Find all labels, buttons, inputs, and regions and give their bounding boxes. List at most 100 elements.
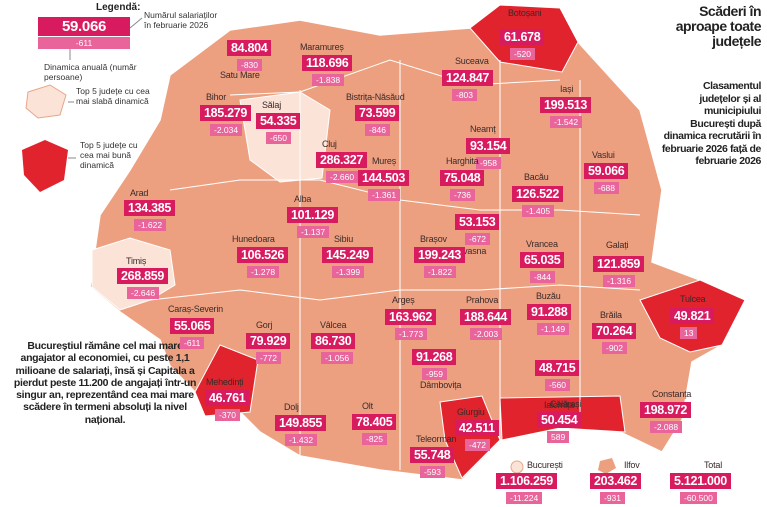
annual-change: -1.137: [297, 226, 330, 238]
annual-change: -1.149: [537, 323, 570, 335]
employee-count: 70.264: [592, 323, 637, 339]
county-name: Giurgiu: [457, 407, 485, 417]
employee-count: 163.962: [385, 309, 437, 325]
annual-change: -825: [362, 433, 388, 445]
annual-change: -60.500: [680, 492, 717, 504]
annual-change: -958: [476, 157, 502, 169]
employee-count: 61.678: [500, 29, 545, 45]
county-name: Mehedinți: [206, 377, 244, 387]
annual-change: -1.056: [321, 352, 354, 364]
annual-change: 13: [680, 327, 698, 339]
employee-count: 124.847: [442, 70, 494, 86]
annual-change: -2.660: [326, 171, 359, 183]
annual-change: -650: [266, 132, 292, 144]
ilfov-icon: [598, 458, 616, 474]
employee-count: 134.385: [124, 200, 176, 216]
employee-count: 49.821: [670, 308, 715, 324]
employee-count: 79.929: [246, 333, 291, 349]
county-name: Ialomița: [544, 400, 574, 410]
annual-change: -1.361: [368, 189, 401, 201]
employee-count: 91.268: [412, 349, 457, 365]
employee-count: 91.288: [527, 304, 572, 320]
region-best: [439, 395, 501, 479]
county-name: Caraș-Severin: [168, 304, 223, 314]
county-name: Brăila: [600, 310, 622, 320]
county-name: Suceava: [455, 56, 489, 66]
employee-count: 78.405: [352, 414, 397, 430]
annual-change: -611: [180, 337, 205, 349]
employee-count: 65.035: [520, 252, 565, 268]
annual-change: -846: [365, 124, 391, 136]
annual-change: -902: [602, 342, 628, 354]
annual-change: -593: [420, 466, 446, 478]
county-name: Brașov: [420, 234, 447, 244]
annual-change: -1.316: [603, 275, 636, 287]
employee-count: 145.249: [322, 247, 374, 263]
employee-count: 1.106.259: [496, 473, 557, 489]
bucuresti-icon: [510, 460, 524, 474]
county-name: Călărași: [550, 399, 582, 409]
annual-change: -1.278: [247, 266, 280, 278]
county-name: Gorj: [256, 320, 273, 330]
annual-change: -672: [465, 233, 491, 245]
annual-change: -844: [530, 271, 556, 283]
legend-weak-note: Top 5 județe cu cea mai slabă dinamică: [76, 86, 150, 106]
employee-count: 185.279: [200, 105, 252, 121]
county-name: Vaslui: [592, 150, 615, 160]
county-name: Argeș: [392, 295, 415, 305]
county-name: Dâmbovița: [420, 380, 462, 390]
annual-change: -520: [510, 48, 536, 60]
employee-count: 73.599: [355, 105, 400, 121]
county-name: Prahova: [466, 295, 499, 305]
employee-count: 55.748: [410, 447, 455, 463]
county-name: Hunedoara: [232, 234, 275, 244]
annual-change: -1.838: [312, 74, 345, 86]
county-name: Teleorman: [416, 434, 457, 444]
county-name: Sălaj: [262, 100, 282, 110]
annual-change: -772: [256, 352, 282, 364]
county-name: Ilfov: [624, 460, 640, 470]
legend-best-icon: [22, 140, 68, 192]
county-name: Bihor: [206, 92, 227, 102]
county-name: Tulcea: [680, 294, 706, 304]
county-name: Constanța: [652, 389, 692, 399]
annual-change: -1.822: [424, 266, 457, 278]
annual-change: -688: [594, 182, 620, 194]
annual-change: -959: [422, 368, 448, 380]
county-name: Cluj: [322, 139, 337, 149]
annual-change: 589: [547, 431, 570, 443]
legend-value: 59.066: [38, 17, 130, 36]
employee-count: 101.129: [287, 207, 339, 223]
annual-change: -370: [215, 409, 241, 421]
annual-change: -931: [600, 492, 626, 504]
county-name: Sibiu: [334, 234, 354, 244]
annual-change: -472: [465, 439, 491, 451]
county-name: Iași: [560, 84, 574, 94]
annual-change: -1.622: [134, 219, 167, 231]
employee-count: 86.730: [311, 333, 356, 349]
legend-change: -611: [38, 37, 130, 49]
annual-change: -2.003: [470, 328, 503, 340]
county-name: Maramureș: [300, 42, 344, 52]
employee-count: 48.715: [535, 360, 580, 376]
annual-change: -830: [237, 59, 263, 71]
county-name: Dolj: [284, 402, 299, 412]
county-name: București: [527, 460, 563, 470]
annual-change: -803: [452, 89, 478, 101]
employee-count: 118.696: [302, 55, 353, 71]
county-name: Bacău: [524, 172, 549, 182]
county-name: Vâlcea: [320, 320, 347, 330]
county-name: Neamț: [470, 124, 496, 134]
subtitle: Clasamentul județelor și al municipiului…: [661, 80, 762, 167]
legend-change-note: Dinamica anuală (număr persoane): [44, 62, 137, 82]
employee-count: 121.859: [593, 256, 645, 272]
county-name: Total: [704, 460, 723, 470]
county-name: Satu Mare: [220, 70, 260, 80]
county-name: Vrancea: [526, 239, 558, 249]
employee-count: 59.066: [584, 163, 629, 179]
employee-count: 203.462: [590, 473, 642, 489]
employee-count: 93.154: [466, 138, 511, 154]
note: Bucureștiul rămâne cel mai mare angajato…: [13, 340, 197, 426]
county-name: Galați: [606, 240, 629, 250]
